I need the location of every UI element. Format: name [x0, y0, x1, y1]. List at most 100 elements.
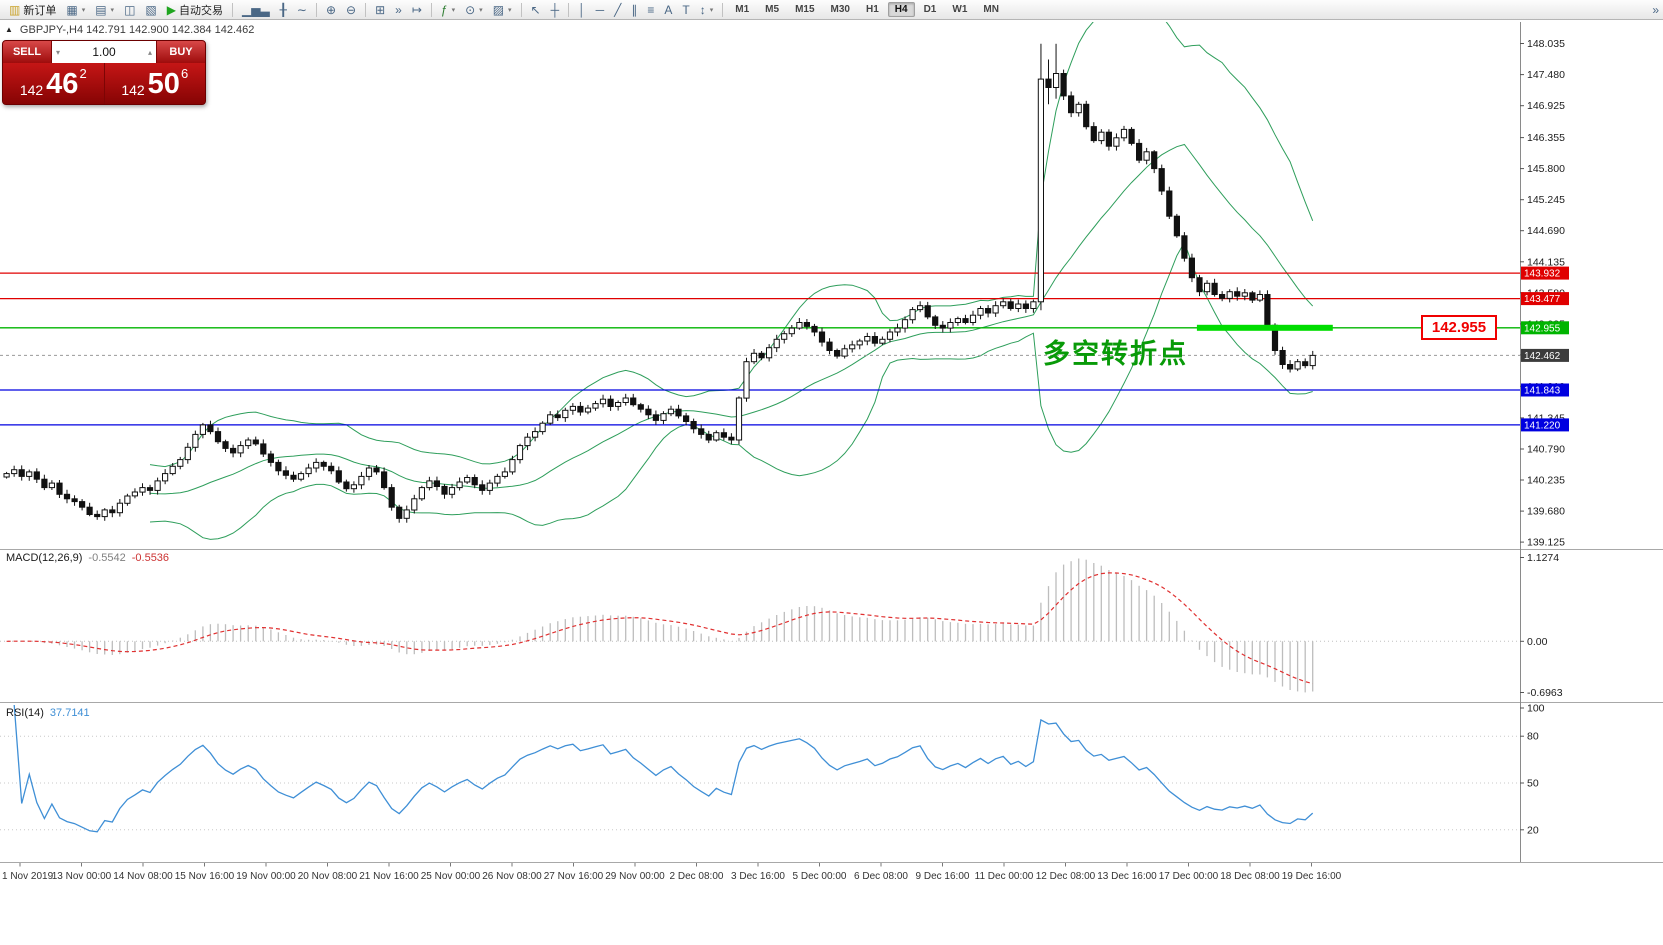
timeframe-h4[interactable]: H4 — [887, 2, 915, 17]
timeframe-d1[interactable]: D1 — [923, 4, 937, 15]
timeframe-h1[interactable]: H1 — [865, 4, 879, 15]
price-axis-label: 144.135 — [1527, 256, 1565, 268]
candle — [1219, 291, 1226, 302]
candle — [1256, 290, 1264, 303]
price-axis-label: 140.790 — [1527, 444, 1565, 456]
candle — [26, 469, 33, 481]
profiles-icon[interactable]: ▤ ▾ — [90, 2, 119, 18]
horizontal-line-icon: ─ — [595, 2, 605, 17]
fibonacci-icon[interactable]: ≡ — [642, 2, 659, 18]
candle — [464, 474, 471, 484]
candle — [1060, 69, 1067, 100]
zoom-in-icon[interactable]: ⊕ — [321, 2, 341, 18]
time-axis-label: 18 Dec 08:00 — [1220, 871, 1280, 882]
candle — [1249, 290, 1256, 303]
price-level-tag[interactable]: 142.955 — [1421, 315, 1497, 340]
price-axis-label: 146.925 — [1527, 100, 1565, 112]
volume-field[interactable]: ▾ 1.00 ▴ — [52, 41, 156, 63]
trade-panel-prices: 142 46 2 142 50 6 — [3, 63, 205, 104]
macd-axis-label: 1.1274 — [1527, 552, 1559, 564]
arrows-icon[interactable]: ↕ ▾ — [695, 2, 719, 18]
cursor-icon[interactable]: ↖ — [526, 2, 546, 18]
templates-icon[interactable]: ▨ ▾ — [488, 2, 517, 18]
line-chart-icon: ∼ — [296, 2, 307, 17]
candle — [803, 319, 810, 330]
dropdown-caret-icon: ▾ — [508, 6, 512, 14]
line-chart-icon[interactable]: ∼ — [292, 2, 312, 18]
vertical-line-icon: │ — [578, 2, 586, 17]
candle — [1204, 280, 1211, 296]
autotrading-button[interactable]: ▶ 自动交易 — [162, 0, 228, 20]
candle — [1226, 289, 1233, 303]
rsi-axis: 100 80 50 20 — [1520, 703, 1545, 836]
zoom-in-icon: ⊕ — [325, 2, 337, 17]
candle — [260, 439, 267, 457]
buy-price-main: 142 — [121, 81, 145, 98]
zoom-out-icon[interactable]: ⊖ — [341, 2, 361, 18]
bar-chart-icon[interactable]: ▁▅▃ — [237, 2, 275, 18]
indicators-icon[interactable]: ƒ ▾ — [436, 2, 460, 18]
new-chart-icon[interactable]: ▦ ▾ — [61, 2, 90, 18]
timeframe-mn[interactable]: MN — [983, 4, 999, 15]
highlight-support-segment[interactable] — [1196, 324, 1333, 331]
trendline-icon[interactable]: ╱ — [609, 2, 626, 18]
candle — [1037, 43, 1045, 311]
candle — [705, 430, 712, 444]
data-window-icon[interactable]: ▧ — [140, 2, 161, 18]
candle — [524, 433, 531, 451]
candle — [18, 465, 25, 481]
vertical-line-icon[interactable]: │ — [573, 2, 591, 18]
candle — [735, 396, 743, 445]
sell-button[interactable]: SELL — [3, 41, 52, 63]
candle — [252, 436, 259, 446]
label-icon[interactable]: T — [677, 2, 694, 18]
candle — [411, 494, 418, 514]
periods-icon[interactable]: ⊙ ▾ — [460, 2, 488, 18]
timeframe-w1[interactable]: W1 — [952, 4, 968, 15]
buy-price[interactable]: 142 50 6 — [105, 63, 206, 104]
time-axis-label: 6 Dec 08:00 — [854, 871, 908, 882]
market-watch-icon[interactable]: ◫ — [119, 2, 140, 18]
volume-down-icon[interactable]: ▾ — [56, 47, 61, 57]
auto-scroll-icon[interactable]: » — [390, 2, 407, 18]
candle — [675, 404, 682, 419]
candle — [962, 314, 969, 325]
price-axis-label: 146.355 — [1527, 132, 1565, 144]
candle — [1143, 147, 1150, 165]
candle — [396, 504, 403, 523]
time-axis-label: 21 Nov 16:00 — [359, 871, 419, 882]
candle — [637, 402, 644, 413]
candle — [758, 351, 765, 361]
candlestick-icon[interactable]: ╂ — [275, 2, 292, 18]
candle — [1128, 127, 1135, 146]
svg-text:142.955: 142.955 — [1524, 323, 1561, 334]
candle — [48, 480, 55, 490]
volume-up-icon[interactable]: ▴ — [147, 47, 152, 57]
toolbar-overflow-icon[interactable]: » — [1652, 2, 1659, 17]
candle — [1053, 43, 1060, 99]
candle — [116, 499, 124, 517]
candle — [1166, 186, 1173, 219]
candle — [162, 469, 169, 485]
tile-windows-icon[interactable]: ⊞ — [370, 2, 390, 18]
timeframe-m5[interactable]: M5 — [765, 4, 780, 15]
candle — [954, 316, 961, 326]
sell-price[interactable]: 142 46 2 — [3, 63, 105, 104]
text-icon[interactable]: A — [659, 2, 677, 18]
buy-button[interactable]: BUY — [156, 41, 205, 63]
chart-shift-icon[interactable]: ↦ — [407, 2, 427, 18]
collapse-trade-panel-icon[interactable]: ▲ — [5, 25, 13, 34]
timeframe-m30[interactable]: M30 — [830, 4, 850, 15]
data-window-icon: ▧ — [145, 2, 157, 17]
new-order-button[interactable]: ▥ 新订单 — [4, 0, 61, 20]
candle — [849, 340, 856, 353]
horizontal-line-icon[interactable]: ─ — [591, 2, 610, 18]
timeframe-m15[interactable]: M15 — [795, 4, 815, 15]
candle — [660, 411, 667, 425]
timeframe-m1[interactable]: M1 — [735, 4, 750, 15]
candle — [1181, 232, 1188, 262]
crosshair-icon[interactable]: ┼ — [546, 2, 565, 18]
channel-icon[interactable]: ∥ — [626, 2, 642, 18]
